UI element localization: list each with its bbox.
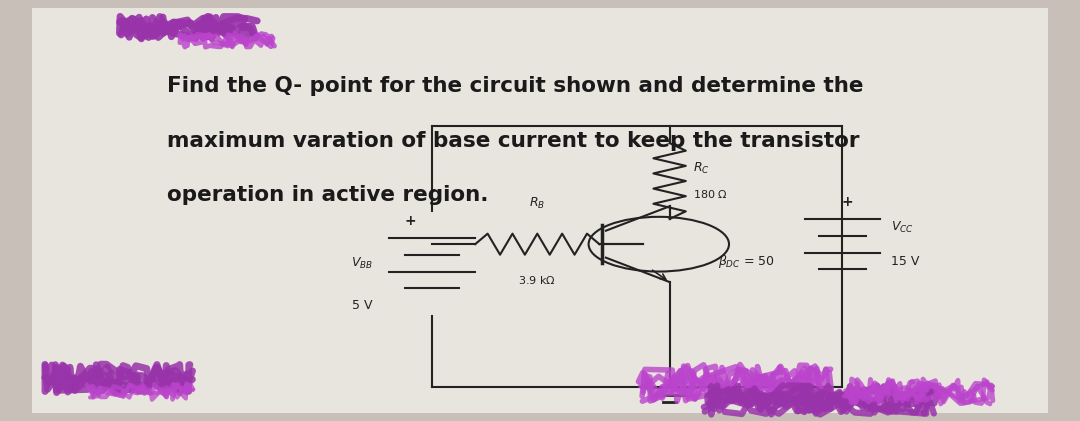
- Text: +: +: [842, 195, 853, 209]
- Text: $\beta_{DC}$ = 50: $\beta_{DC}$ = 50: [718, 253, 774, 269]
- Text: Find the Q- point for the circuit shown and determine the: Find the Q- point for the circuit shown …: [167, 76, 864, 96]
- Text: $V_{CC}$: $V_{CC}$: [891, 220, 914, 235]
- Text: $R_B$: $R_B$: [529, 195, 545, 210]
- Text: $R_C$: $R_C$: [693, 161, 711, 176]
- Text: operation in active region.: operation in active region.: [167, 185, 489, 205]
- Text: 3.9 k$\Omega$: 3.9 k$\Omega$: [518, 274, 556, 286]
- Text: 180 $\Omega$: 180 $\Omega$: [693, 188, 728, 200]
- Text: 15 V: 15 V: [891, 255, 919, 267]
- FancyBboxPatch shape: [32, 8, 1048, 413]
- Text: $V_{BB}$: $V_{BB}$: [351, 256, 373, 271]
- Text: +: +: [405, 214, 416, 228]
- Text: 5 V: 5 V: [352, 299, 373, 312]
- Text: maximum varation of base current to keep the transistor: maximum varation of base current to keep…: [167, 131, 860, 151]
